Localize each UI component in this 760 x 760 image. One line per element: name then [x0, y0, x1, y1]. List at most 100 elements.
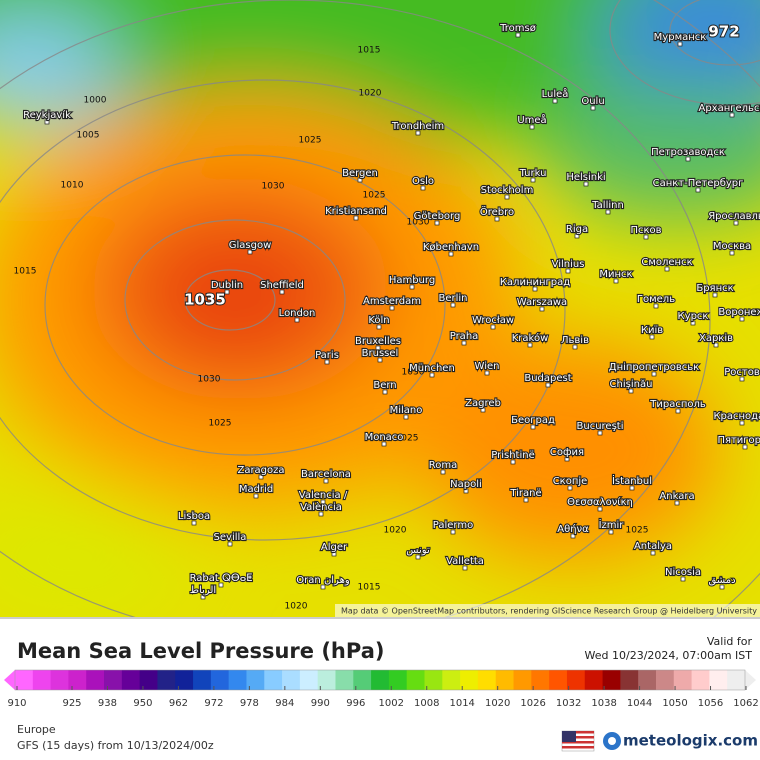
city-marker	[375, 345, 381, 351]
isobar-label: 1025	[363, 191, 386, 201]
city-label: Смоленск	[641, 257, 692, 268]
city-label: София	[550, 447, 584, 458]
city-label: Zaragoza	[237, 465, 284, 476]
city-marker	[629, 485, 635, 491]
city-marker	[712, 292, 718, 298]
city-label: Ярославль	[708, 211, 760, 222]
colorbar-segment	[15, 670, 34, 690]
city-marker	[690, 320, 696, 326]
colorbar-tick-label: 1038	[591, 698, 616, 709]
colorbar-tick-label: 910	[7, 698, 26, 709]
city-label: Скопје	[553, 475, 588, 487]
colorbar-segment	[210, 670, 230, 690]
city-marker	[680, 576, 686, 582]
city-label: Göteborg	[414, 211, 461, 222]
colorbar-segment	[299, 670, 319, 690]
city-label: Prishtinë	[491, 450, 534, 461]
city-marker	[674, 500, 680, 506]
city-label: Архангельск	[698, 103, 760, 114]
colorbar-tick-label: 925	[62, 698, 81, 709]
colorbar-segment	[655, 670, 675, 690]
city-label: Sheffield	[260, 280, 304, 291]
city-marker	[650, 550, 656, 556]
city-marker	[649, 334, 655, 340]
colorbar-segment	[264, 670, 283, 690]
colorbar-segment	[335, 670, 354, 690]
city-marker	[729, 250, 735, 256]
isobar-label: 1005	[77, 131, 100, 141]
city-label: Kraków	[512, 332, 549, 344]
city-marker	[613, 278, 619, 284]
isobar-label: 1025	[209, 419, 232, 429]
city-marker	[527, 342, 533, 348]
city-marker	[382, 389, 388, 395]
city-marker	[695, 187, 701, 193]
city-marker	[597, 506, 603, 512]
city-label: Београд	[511, 415, 555, 426]
city-marker	[564, 456, 570, 462]
city-label: Bruxelles	[355, 336, 401, 347]
isobar-label: 1015	[358, 583, 381, 593]
city-marker	[200, 594, 206, 600]
colorbar-arrow-high	[745, 670, 756, 690]
city-label: تونس	[406, 545, 430, 556]
city-label: Napoli	[450, 479, 482, 490]
colorbar-tick-label: 1002	[379, 698, 404, 709]
city-marker	[381, 441, 387, 447]
colorbar-segment	[228, 670, 247, 690]
city-marker	[719, 584, 725, 590]
colorbar-segment	[193, 670, 212, 690]
city-marker	[552, 98, 558, 104]
city-label: Wrocław	[472, 315, 514, 326]
colorbar-segment	[602, 670, 621, 690]
colorbar-tick-label: 990	[311, 698, 330, 709]
city-label: Vilnius	[552, 259, 585, 270]
isobar-label: 1030	[402, 368, 425, 378]
us-flag	[561, 730, 595, 752]
city-marker	[510, 459, 516, 465]
isobar-label: 1030	[407, 218, 430, 228]
city-label: Umeå	[517, 113, 546, 126]
city-marker	[651, 371, 657, 377]
city-label: Tromsø	[499, 23, 536, 34]
city-label: Tallinn	[591, 200, 624, 211]
city-label: Львів	[561, 334, 589, 346]
isobar-label: 1020	[359, 89, 382, 99]
city-label: Курск	[678, 311, 709, 322]
colorbar-tick-label: 996	[346, 698, 365, 709]
colorbar-segment	[388, 670, 408, 690]
city-marker	[490, 324, 496, 330]
city-label: Пятигорск	[717, 435, 760, 446]
city-label: Madrid	[239, 484, 273, 495]
city-marker	[504, 194, 510, 200]
city-marker	[376, 324, 382, 330]
city-label: Berlin	[438, 293, 467, 304]
colorbar-segment	[121, 670, 141, 690]
colorbar-segment	[584, 670, 604, 690]
city-label: Riga	[566, 224, 588, 235]
colorbar-segment	[157, 670, 176, 690]
city-marker	[224, 289, 230, 295]
city-marker	[462, 565, 468, 571]
city-marker	[434, 220, 440, 226]
isobar-label: 1020	[285, 602, 308, 612]
colorbar-tick-label: 978	[240, 698, 259, 709]
city-label: Харків	[699, 332, 733, 344]
city-label: Москва	[713, 241, 751, 252]
city-marker	[253, 493, 259, 499]
isobar-label: 1010	[61, 181, 84, 191]
colorbar-segment	[460, 670, 479, 690]
city-label: Köln	[368, 315, 389, 326]
colorbar-tick-label: 962	[169, 698, 188, 709]
city-marker	[415, 554, 421, 560]
colorbar-tick-label: 1044	[627, 698, 652, 709]
city-label: Oslo	[412, 176, 434, 187]
colorbar-segment	[727, 670, 746, 690]
city-label: Budapest	[524, 373, 571, 384]
city-marker	[675, 408, 681, 414]
brand: meteologix.com	[623, 732, 758, 750]
city-marker	[532, 286, 538, 292]
city-marker	[515, 32, 521, 38]
region: Europe	[17, 723, 56, 736]
